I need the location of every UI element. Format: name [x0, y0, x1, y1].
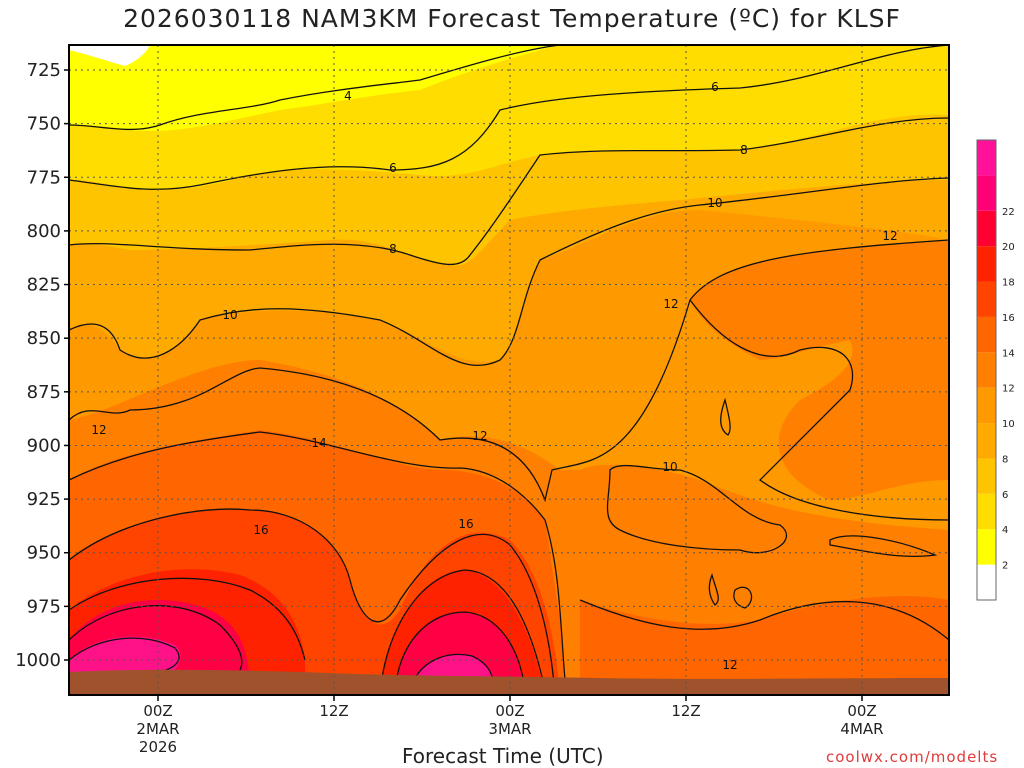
grid [69, 45, 949, 695]
y-tick-label: 875 [27, 382, 61, 403]
colorbar-frame [976, 139, 997, 601]
contour-label: 6 [389, 161, 397, 175]
colorbar-tick-label: 12 [1002, 384, 1015, 395]
contour-label: 4 [344, 89, 352, 103]
contour-label: 10 [707, 196, 722, 210]
colorbar-tick-label: 8 [1002, 454, 1008, 465]
y-axis: 725 750 775 800 825 850 875 900 925 950 975 1000 [15, 60, 69, 671]
colorbar-swatch [977, 529, 996, 565]
colorbar-tick-label: 14 [1002, 348, 1015, 359]
contour-label: 14 [311, 436, 326, 450]
colorbar-tick-label: 22 [1002, 207, 1015, 218]
contour-label: 10 [222, 308, 237, 322]
contour-lines [69, 45, 949, 695]
plot-frame [68, 44, 950, 696]
colorbar-swatch [977, 210, 996, 247]
ground [69, 669, 949, 695]
colorbar-swatch [977, 458, 996, 494]
credit-link[interactable]: coolwx.com/modelts [826, 748, 999, 766]
colorbar-tick-label: 20 [1002, 242, 1015, 253]
band-lt-2 [69, 45, 150, 66]
colorbar-tick-label: 18 [1002, 278, 1015, 289]
contour-label: 16 [253, 523, 268, 537]
contour-label: 16 [458, 517, 473, 531]
y-tick-label: 800 [27, 221, 61, 242]
x-tick-label: 3MAR [488, 720, 531, 738]
y-tick-label: 950 [27, 543, 61, 564]
x-tick-label: 2MAR [136, 720, 179, 738]
y-tick-label: 775 [27, 167, 61, 188]
colorbar-swatch [977, 140, 996, 176]
colorbar-tick-label: 10 [1002, 419, 1015, 430]
y-tick-label: 825 [27, 275, 61, 296]
chart-title: 2026030118 NAM3KM Forecast Temperature (… [123, 4, 901, 33]
x-tick-label: 00Z [847, 702, 876, 720]
y-tick-label: 750 [27, 114, 61, 135]
colorbar-tick-label: 6 [1002, 490, 1008, 501]
colorbar-swatch [977, 352, 996, 388]
contour-fill [69, 45, 949, 695]
band-12-14-right [690, 240, 949, 500]
colorbar-tick-label: 4 [1002, 525, 1008, 536]
x-tick-label: 4MAR [840, 720, 883, 738]
colorbar-swatch [977, 387, 996, 424]
colorbar-swatch [977, 316, 996, 353]
contour-label-layer: 4 6 6 8 8 10 10 10 12 12 12 12 12 14 16 16 [91, 80, 897, 672]
contour-label: 10 [662, 460, 677, 474]
colorbar-tick-label: 16 [1002, 313, 1015, 324]
colorbar-swatch [977, 423, 996, 459]
contour-label: 12 [472, 429, 487, 443]
colorbar-swatch [977, 564, 996, 600]
contour-label: 6 [711, 80, 719, 94]
x-tick-label: 00Z [143, 702, 172, 720]
band-14-16-right [580, 596, 949, 695]
colorbar-swatch [977, 281, 996, 317]
y-tick-label: 1000 [15, 650, 61, 671]
colorbar: 2 4 6 8 10 12 14 16 18 20 22 [976, 139, 1015, 601]
y-tick-label: 725 [27, 60, 61, 81]
contour-label: 8 [740, 143, 748, 157]
colorbar-tick-label: 2 [1002, 561, 1008, 572]
colorbar-swatch [977, 246, 996, 282]
x-axis-title: Forecast Time (UTC) [402, 744, 604, 768]
x-tick-label: 00Z [495, 702, 524, 720]
contour-label: 12 [91, 423, 106, 437]
x-tick-label: 2026 [139, 738, 177, 756]
contour-label: 8 [389, 242, 397, 256]
x-tick-label: 12Z [671, 702, 700, 720]
y-tick-label: 900 [27, 435, 61, 456]
contour-label: 12 [722, 658, 737, 672]
y-tick-label: 975 [27, 596, 61, 617]
y-tick-label: 850 [27, 328, 61, 349]
y-tick-label: 925 [27, 489, 61, 510]
x-tick-label: 12Z [319, 702, 348, 720]
colorbar-swatch [977, 175, 996, 211]
contour-label: 12 [882, 229, 897, 243]
contour-label: 12 [663, 297, 678, 311]
colorbar-swatch [977, 493, 996, 530]
band-2-4 [69, 45, 560, 131]
